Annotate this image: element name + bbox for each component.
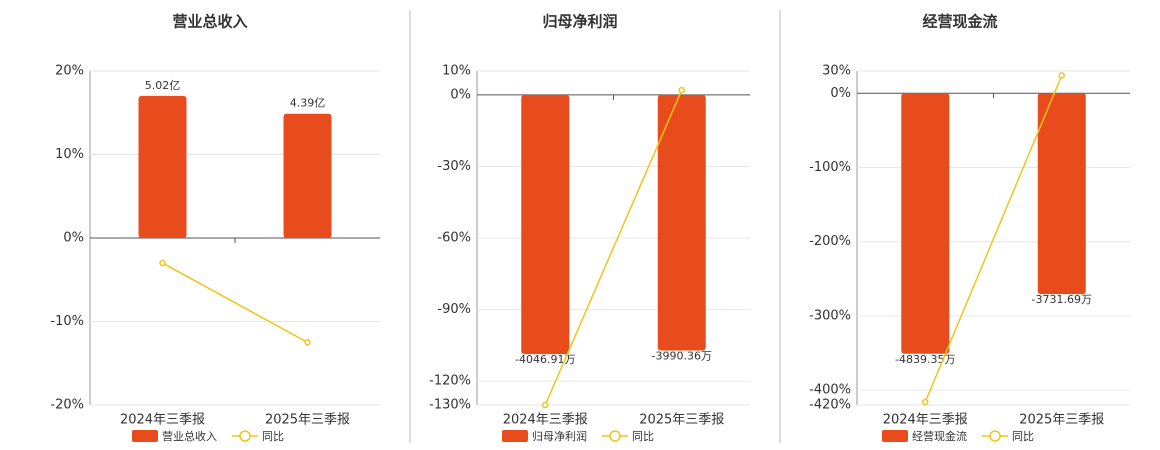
chart-title: 营业总收入	[172, 13, 247, 31]
line	[544, 89, 683, 406]
legend-marker	[609, 430, 621, 442]
bar	[283, 113, 332, 238]
legend-swatch	[882, 430, 908, 442]
line-point	[304, 339, 311, 346]
chart-title: 经营现金流	[922, 13, 997, 31]
legend-label: 营业总收入	[162, 429, 217, 443]
x-tick-label: 2024年三季报	[503, 413, 588, 428]
bar	[1037, 93, 1086, 295]
y-tick-label: 20%	[55, 64, 84, 79]
y-tick-label: 30%	[822, 64, 851, 79]
y-tick-label: -130%	[429, 398, 471, 413]
y-tick-label: -30%	[437, 159, 471, 174]
chart-title: 归母净利润	[542, 13, 617, 31]
legend-marker	[989, 430, 1001, 442]
bar	[657, 94, 706, 351]
data-label: -4046.91万	[515, 353, 575, 366]
line-point	[159, 259, 166, 267]
line-point	[542, 401, 549, 409]
y-tick-label: 10%	[442, 64, 471, 79]
y-tick-label: -100%	[809, 160, 851, 175]
x-tick-label: 2025年三季报	[1019, 413, 1104, 428]
legend-label: 同比	[1012, 430, 1034, 443]
y-tick-label: -60%	[437, 231, 471, 246]
line-point	[678, 86, 685, 94]
bar	[521, 94, 570, 355]
legend-marker	[239, 430, 251, 442]
line	[924, 75, 1063, 403]
y-tick-label: -20%	[50, 398, 84, 413]
data-label: -3731.69万	[1032, 293, 1092, 306]
x-tick-label: 2025年三季报	[639, 413, 724, 428]
data-label: 4.39亿	[290, 97, 326, 110]
y-tick-label: 10%	[55, 147, 84, 162]
y-tick-label: -200%	[809, 234, 851, 249]
line	[162, 262, 308, 344]
y-tick-label: -420%	[809, 398, 851, 413]
data-label: 5.02亿	[145, 79, 181, 92]
y-tick-label: 0%	[63, 231, 84, 246]
legend-swatch	[132, 430, 158, 442]
y-tick-label: 0%	[450, 87, 471, 102]
legend-label: 归母净利润	[532, 429, 587, 443]
y-tick-label: -400%	[809, 383, 851, 398]
y-tick-label: -10%	[50, 314, 84, 329]
data-label: -4839.35万	[895, 353, 955, 366]
y-tick-label: 0%	[830, 86, 851, 101]
legend-swatch	[502, 430, 528, 442]
y-tick-label: -120%	[429, 374, 471, 389]
line-point	[922, 398, 929, 406]
legend-label: 同比	[262, 430, 284, 443]
line-point	[1058, 72, 1065, 79]
bar	[901, 93, 950, 354]
x-tick-label: 2024年三季报	[120, 413, 205, 428]
y-tick-label: -300%	[809, 308, 851, 323]
data-label: -3990.36万	[652, 350, 712, 363]
x-tick-label: 2025年三季报	[265, 413, 350, 428]
legend-label: 同比	[632, 430, 654, 443]
bar	[138, 95, 187, 238]
y-tick-label: -90%	[437, 302, 471, 317]
legend-label: 经营现金流	[912, 429, 967, 443]
x-tick-label: 2024年三季报	[883, 413, 968, 428]
